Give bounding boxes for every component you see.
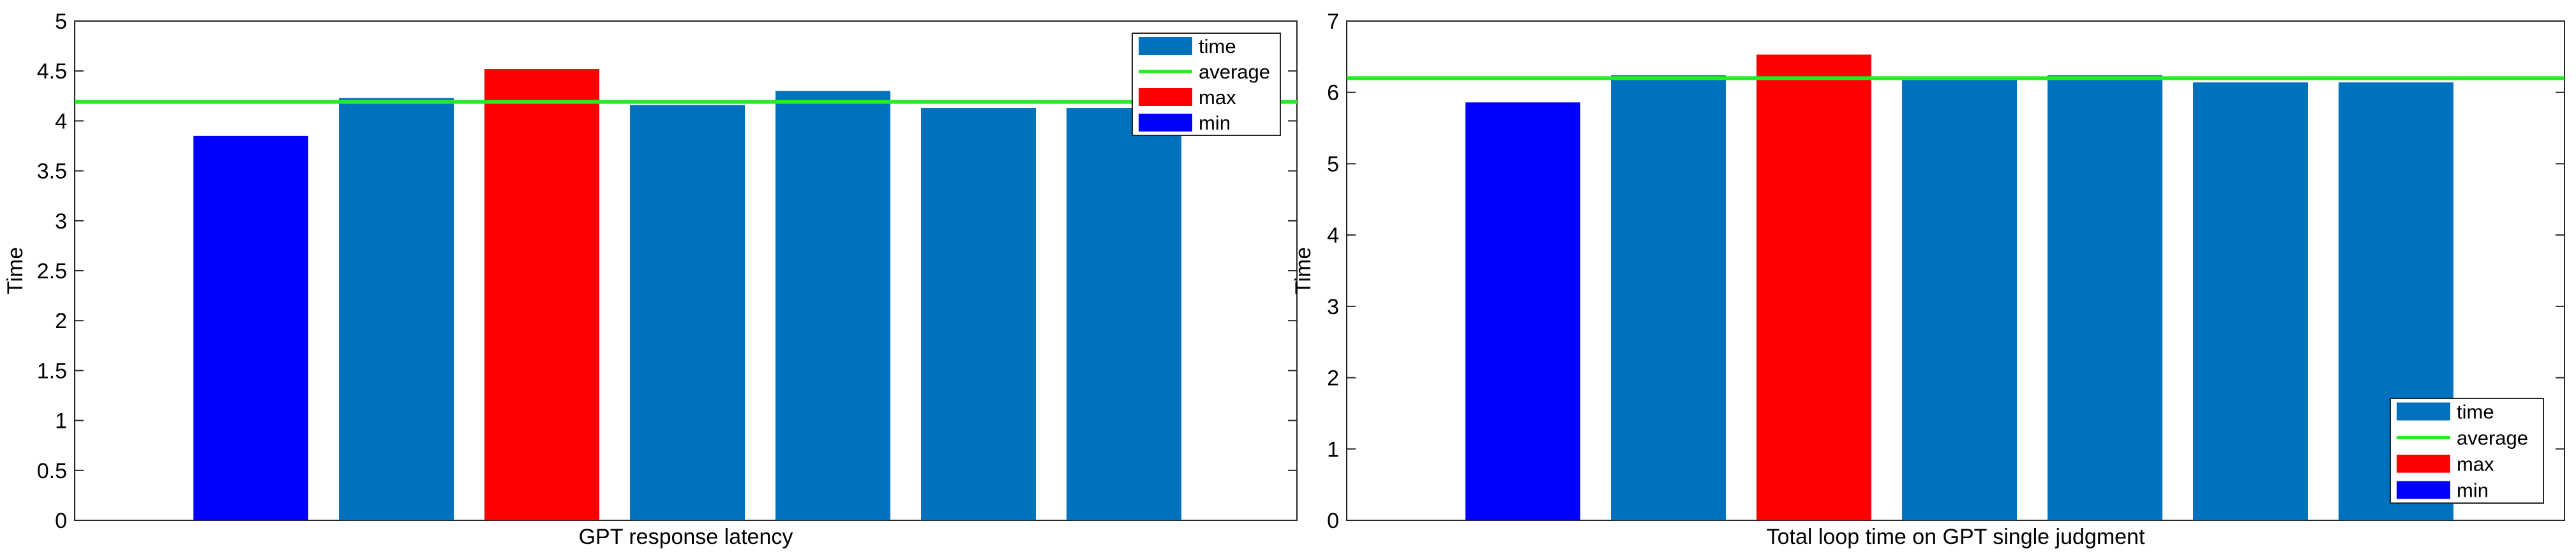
bar-4 xyxy=(630,105,745,521)
bar-2 xyxy=(339,98,454,521)
legend-label-min: min xyxy=(1199,112,1231,134)
y-tick-label: 1 xyxy=(1327,437,1339,462)
y-tick-label: 4 xyxy=(55,109,67,133)
y-axis-label: Time xyxy=(1291,247,1315,294)
legend-swatch-min xyxy=(1139,114,1192,132)
legend-label-min: min xyxy=(2457,479,2489,502)
y-tick-label: 4 xyxy=(1327,223,1339,248)
legend: time average max min xyxy=(1132,33,1281,136)
y-tick-label: 0.5 xyxy=(37,459,67,483)
bar-6 xyxy=(2193,82,2308,520)
legend-label-max: max xyxy=(2457,453,2494,476)
legend-label-max: max xyxy=(1199,86,1236,109)
y-tick-label: 3 xyxy=(1327,295,1339,319)
y-tick-label: 3.5 xyxy=(37,160,67,184)
y-tick-label: 2 xyxy=(1327,366,1339,391)
legend-swatch-max xyxy=(1139,88,1192,106)
bar-5 xyxy=(2048,75,2162,521)
legend-label-time: time xyxy=(1199,35,1236,57)
legend-swatch-max xyxy=(2397,455,2450,473)
y-tick-label: 6 xyxy=(1327,81,1339,105)
legend: time average max min xyxy=(2390,398,2544,504)
legend-label-average: average xyxy=(1199,61,1270,83)
bar-1 xyxy=(193,135,308,521)
chart-1: 0 0.5 1 1.5 2 2.5 3 3.5 4 4.5 5 GPT response latenc… xyxy=(3,10,1298,549)
bar-5 xyxy=(775,91,890,521)
bar-6 xyxy=(921,108,1036,520)
bar-3 xyxy=(1756,54,1871,520)
legend-swatch-time xyxy=(1139,37,1192,55)
y-tick-label: 5 xyxy=(55,10,67,34)
y-tick-label: 1 xyxy=(55,409,67,434)
x-axis-label: Total loop time on GPT single judgment xyxy=(1767,525,2145,549)
bar-1 xyxy=(1465,102,1580,521)
bar-2 xyxy=(1611,75,1726,521)
y-tick-label: 3 xyxy=(55,209,67,234)
y-tick-label: 0 xyxy=(1327,509,1339,533)
y-tick-label: 2.5 xyxy=(37,259,67,283)
bar-4 xyxy=(1902,79,2017,520)
y-tick-label: 7 xyxy=(1327,10,1339,34)
y-tick-label: 2 xyxy=(55,309,67,333)
bar-7 xyxy=(1067,108,1181,520)
bar-3 xyxy=(484,69,599,520)
legend-swatch-time xyxy=(2397,402,2450,421)
y-tick-label: 4.5 xyxy=(37,59,67,84)
legend-swatch-min xyxy=(2397,481,2450,499)
y-axis-label: Time xyxy=(3,247,27,294)
x-axis-label: GPT response latency xyxy=(579,525,793,549)
legend-label-time: time xyxy=(2457,401,2494,423)
y-tick-label: 5 xyxy=(1327,152,1339,176)
chart-2: 0 1 2 3 4 5 6 7 Total loop time on GPT single ju… xyxy=(1291,10,2565,549)
legend-label-average: average xyxy=(2457,427,2528,449)
y-tick-label: 0 xyxy=(55,509,67,533)
y-tick-label: 1.5 xyxy=(37,359,67,383)
